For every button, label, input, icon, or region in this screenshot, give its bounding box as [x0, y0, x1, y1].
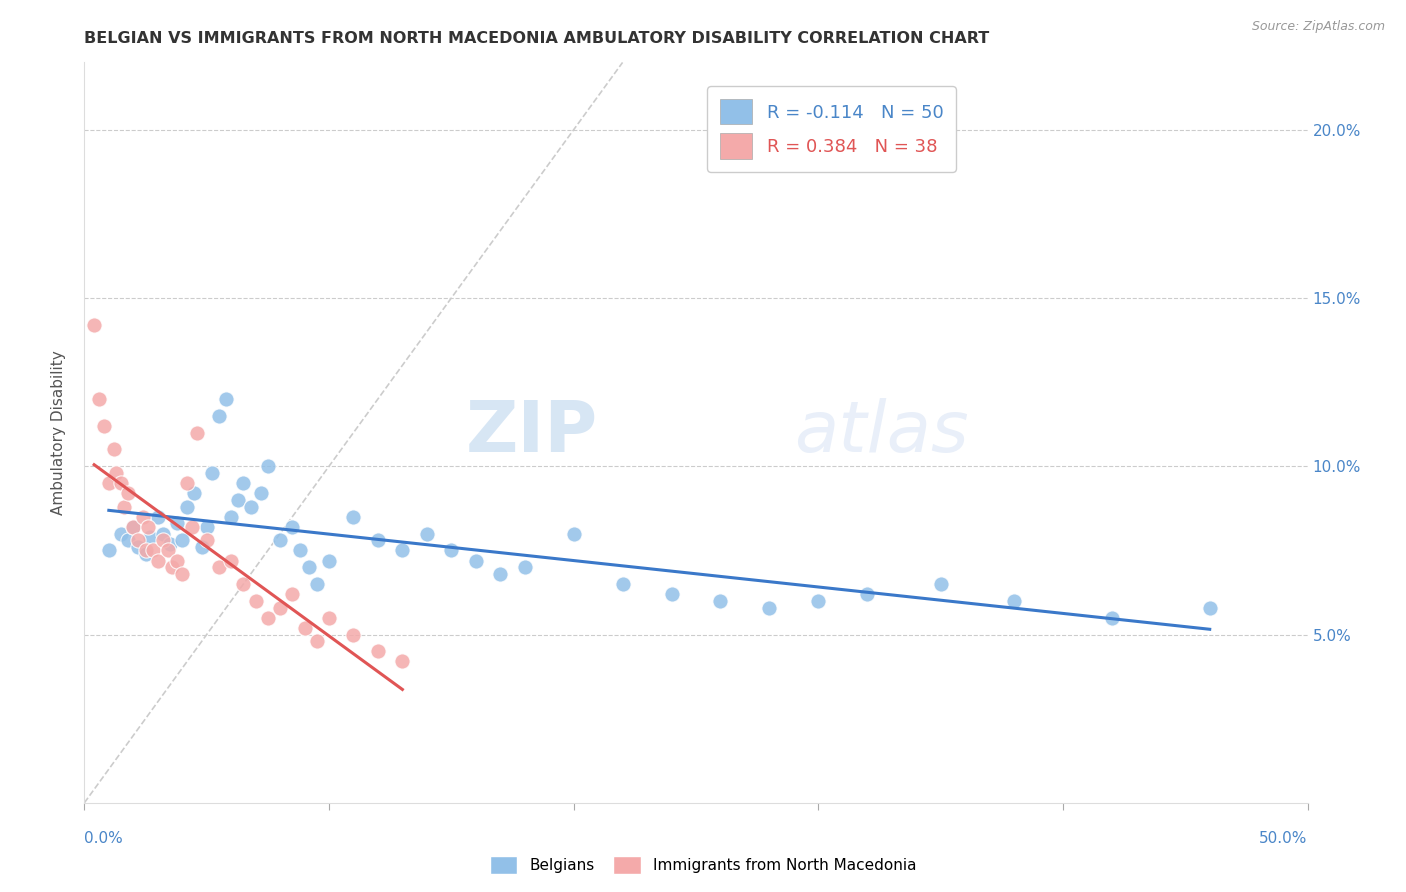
Point — [186, 425, 208, 440]
Point — [342, 627, 364, 641]
Point — [83, 318, 105, 332]
Point — [195, 533, 218, 548]
Point — [1101, 610, 1123, 624]
Point — [661, 587, 683, 601]
Point — [105, 466, 128, 480]
Point — [367, 644, 389, 658]
Point — [176, 500, 198, 514]
Point — [228, 492, 250, 507]
Point — [269, 600, 291, 615]
Point — [166, 553, 188, 567]
Point — [232, 476, 254, 491]
Point — [200, 466, 222, 480]
Point — [127, 540, 149, 554]
Point — [219, 509, 242, 524]
Point — [288, 543, 311, 558]
Point — [117, 533, 139, 548]
Point — [298, 560, 321, 574]
Point — [391, 543, 413, 558]
Point — [172, 533, 194, 548]
Point — [172, 566, 194, 581]
Point — [239, 500, 262, 514]
Y-axis label: Ambulatory Disability: Ambulatory Disability — [51, 351, 66, 515]
Point — [318, 553, 340, 567]
Point — [195, 520, 218, 534]
Point — [1002, 594, 1025, 608]
Point — [929, 577, 952, 591]
Point — [367, 533, 389, 548]
Point — [166, 516, 188, 531]
Point — [1198, 600, 1220, 615]
Point — [281, 520, 304, 534]
Legend: Belgians, Immigrants from North Macedonia: Belgians, Immigrants from North Macedoni… — [484, 850, 922, 880]
Point — [257, 610, 280, 624]
Point — [112, 500, 135, 514]
Point — [294, 621, 316, 635]
Point — [136, 520, 159, 534]
Point — [758, 600, 780, 615]
Text: atlas: atlas — [794, 398, 969, 467]
Point — [122, 520, 145, 534]
Point — [709, 594, 731, 608]
Point — [281, 587, 304, 601]
Point — [191, 540, 214, 554]
Point — [612, 577, 634, 591]
Point — [132, 509, 155, 524]
Point — [342, 509, 364, 524]
Point — [856, 587, 879, 601]
Point — [159, 536, 181, 550]
Point — [181, 520, 204, 534]
Point — [183, 486, 205, 500]
Text: 50.0%: 50.0% — [1260, 830, 1308, 846]
Point — [176, 476, 198, 491]
Point — [208, 409, 231, 423]
Point — [162, 560, 184, 574]
Point — [135, 547, 157, 561]
Point — [219, 553, 242, 567]
Legend: R = -0.114   N = 50, R = 0.384   N = 38: R = -0.114 N = 50, R = 0.384 N = 38 — [707, 87, 956, 171]
Point — [807, 594, 830, 608]
Point — [215, 392, 238, 406]
Point — [97, 543, 120, 558]
Text: 0.0%: 0.0% — [84, 830, 124, 846]
Point — [513, 560, 536, 574]
Point — [97, 476, 120, 491]
Point — [440, 543, 463, 558]
Point — [305, 634, 328, 648]
Point — [146, 509, 169, 524]
Point — [245, 594, 267, 608]
Point — [110, 476, 132, 491]
Point — [318, 610, 340, 624]
Point — [416, 526, 439, 541]
Point — [87, 392, 110, 406]
Point — [146, 553, 169, 567]
Point — [139, 530, 162, 544]
Point — [135, 543, 157, 558]
Point — [562, 526, 585, 541]
Point — [127, 533, 149, 548]
Point — [208, 560, 231, 574]
Point — [152, 526, 174, 541]
Point — [257, 459, 280, 474]
Point — [249, 486, 271, 500]
Point — [152, 533, 174, 548]
Point — [391, 655, 413, 669]
Point — [464, 553, 486, 567]
Point — [156, 543, 179, 558]
Point — [305, 577, 328, 591]
Point — [142, 543, 165, 558]
Text: ZIP: ZIP — [465, 398, 598, 467]
Text: BELGIAN VS IMMIGRANTS FROM NORTH MACEDONIA AMBULATORY DISABILITY CORRELATION CHA: BELGIAN VS IMMIGRANTS FROM NORTH MACEDON… — [84, 31, 990, 46]
Point — [93, 418, 115, 433]
Point — [489, 566, 512, 581]
Point — [117, 486, 139, 500]
Point — [269, 533, 291, 548]
Point — [122, 520, 145, 534]
Text: Source: ZipAtlas.com: Source: ZipAtlas.com — [1251, 20, 1385, 33]
Point — [232, 577, 254, 591]
Point — [110, 526, 132, 541]
Point — [103, 442, 125, 457]
